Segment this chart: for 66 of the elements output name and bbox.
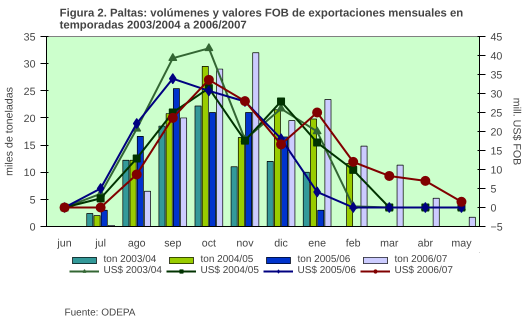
point — [312, 126, 322, 134]
x-tick-label: sep — [164, 238, 182, 250]
point — [277, 97, 286, 106]
x-tick-label: ago — [128, 238, 146, 250]
point — [96, 183, 104, 194]
point — [96, 202, 106, 212]
y2-tick-label: 5 — [490, 184, 496, 196]
y2-tick-label: −5 — [490, 222, 503, 234]
point — [384, 170, 394, 181]
point — [420, 176, 430, 186]
y-tick-label: 15 — [24, 140, 36, 152]
y2-tick-label: 0 — [490, 202, 496, 214]
x-tick-label: may — [451, 238, 472, 250]
x-tick-label: oct — [202, 238, 216, 250]
x-tick-label: dic — [274, 238, 289, 250]
legend-label: US$ 2006/07 — [394, 265, 454, 276]
legend-label: ton 2006/07 — [394, 254, 448, 265]
chart-title: Figura 2. Paltas: volúmenes y valores FOB de exportaciones mensuales en temporadas 2003/2004 a 2006/2007 — [60, 8, 464, 32]
point — [96, 194, 105, 202]
y-tick-label: 20 — [24, 112, 36, 125]
x-tick-label: jun — [56, 238, 72, 250]
y2-tick-label: 20 — [490, 126, 502, 138]
source-note: Fuente: ODEPA — [64, 308, 136, 318]
y2-tick-label: 10 — [490, 164, 502, 176]
x-tick-label: mar — [380, 238, 399, 250]
y-tick-label: 35 — [24, 32, 36, 44]
legend-label: US$ 2003/04 — [104, 265, 163, 276]
x-tick-label: jul — [94, 238, 106, 250]
point — [132, 169, 142, 180]
point — [313, 138, 322, 147]
point — [456, 196, 466, 207]
point — [349, 202, 358, 213]
y-tick-label: 5 — [30, 194, 36, 206]
y-tick-label: 0 — [30, 222, 36, 234]
y2-tick-label: 45 — [490, 32, 502, 44]
y2-tick-label: 35 — [490, 70, 502, 82]
point — [132, 154, 141, 162]
y-axis-title: miles de toneladas — [4, 87, 16, 176]
point — [240, 136, 249, 145]
point — [168, 73, 177, 84]
y-tick-label: 25 — [24, 86, 36, 98]
legend-label: US$ 2004/05 — [200, 265, 260, 276]
y2-tick-label: 40 — [490, 50, 502, 62]
point — [168, 112, 178, 123]
legend-label: ton 2003/04 — [104, 254, 158, 265]
point — [132, 118, 141, 130]
point — [168, 53, 178, 61]
point — [312, 108, 322, 118]
point — [204, 43, 214, 52]
point — [276, 139, 286, 150]
x-tick-label: abr — [418, 238, 434, 250]
point — [349, 166, 358, 174]
y-tick-label: 30 — [24, 58, 36, 71]
x-tick-label: nov — [236, 238, 254, 250]
legend-label: ton 2005/06 — [298, 254, 352, 265]
y2-tick-label: 15 — [490, 146, 502, 158]
point — [348, 156, 358, 167]
x-tick-label: feb — [346, 238, 361, 250]
y2-axis-title: mill. US$ FOB — [510, 98, 523, 166]
legend-label: US$ 2005/06 — [298, 265, 357, 276]
y2-tick-label: 30 — [490, 88, 502, 100]
point — [204, 74, 214, 85]
y2-tick-label: 25 — [490, 108, 502, 120]
legend-label: ton 2004/05 — [200, 254, 254, 265]
x-tick-label: ene — [308, 238, 326, 250]
y-tick-label: 10 — [24, 167, 36, 180]
